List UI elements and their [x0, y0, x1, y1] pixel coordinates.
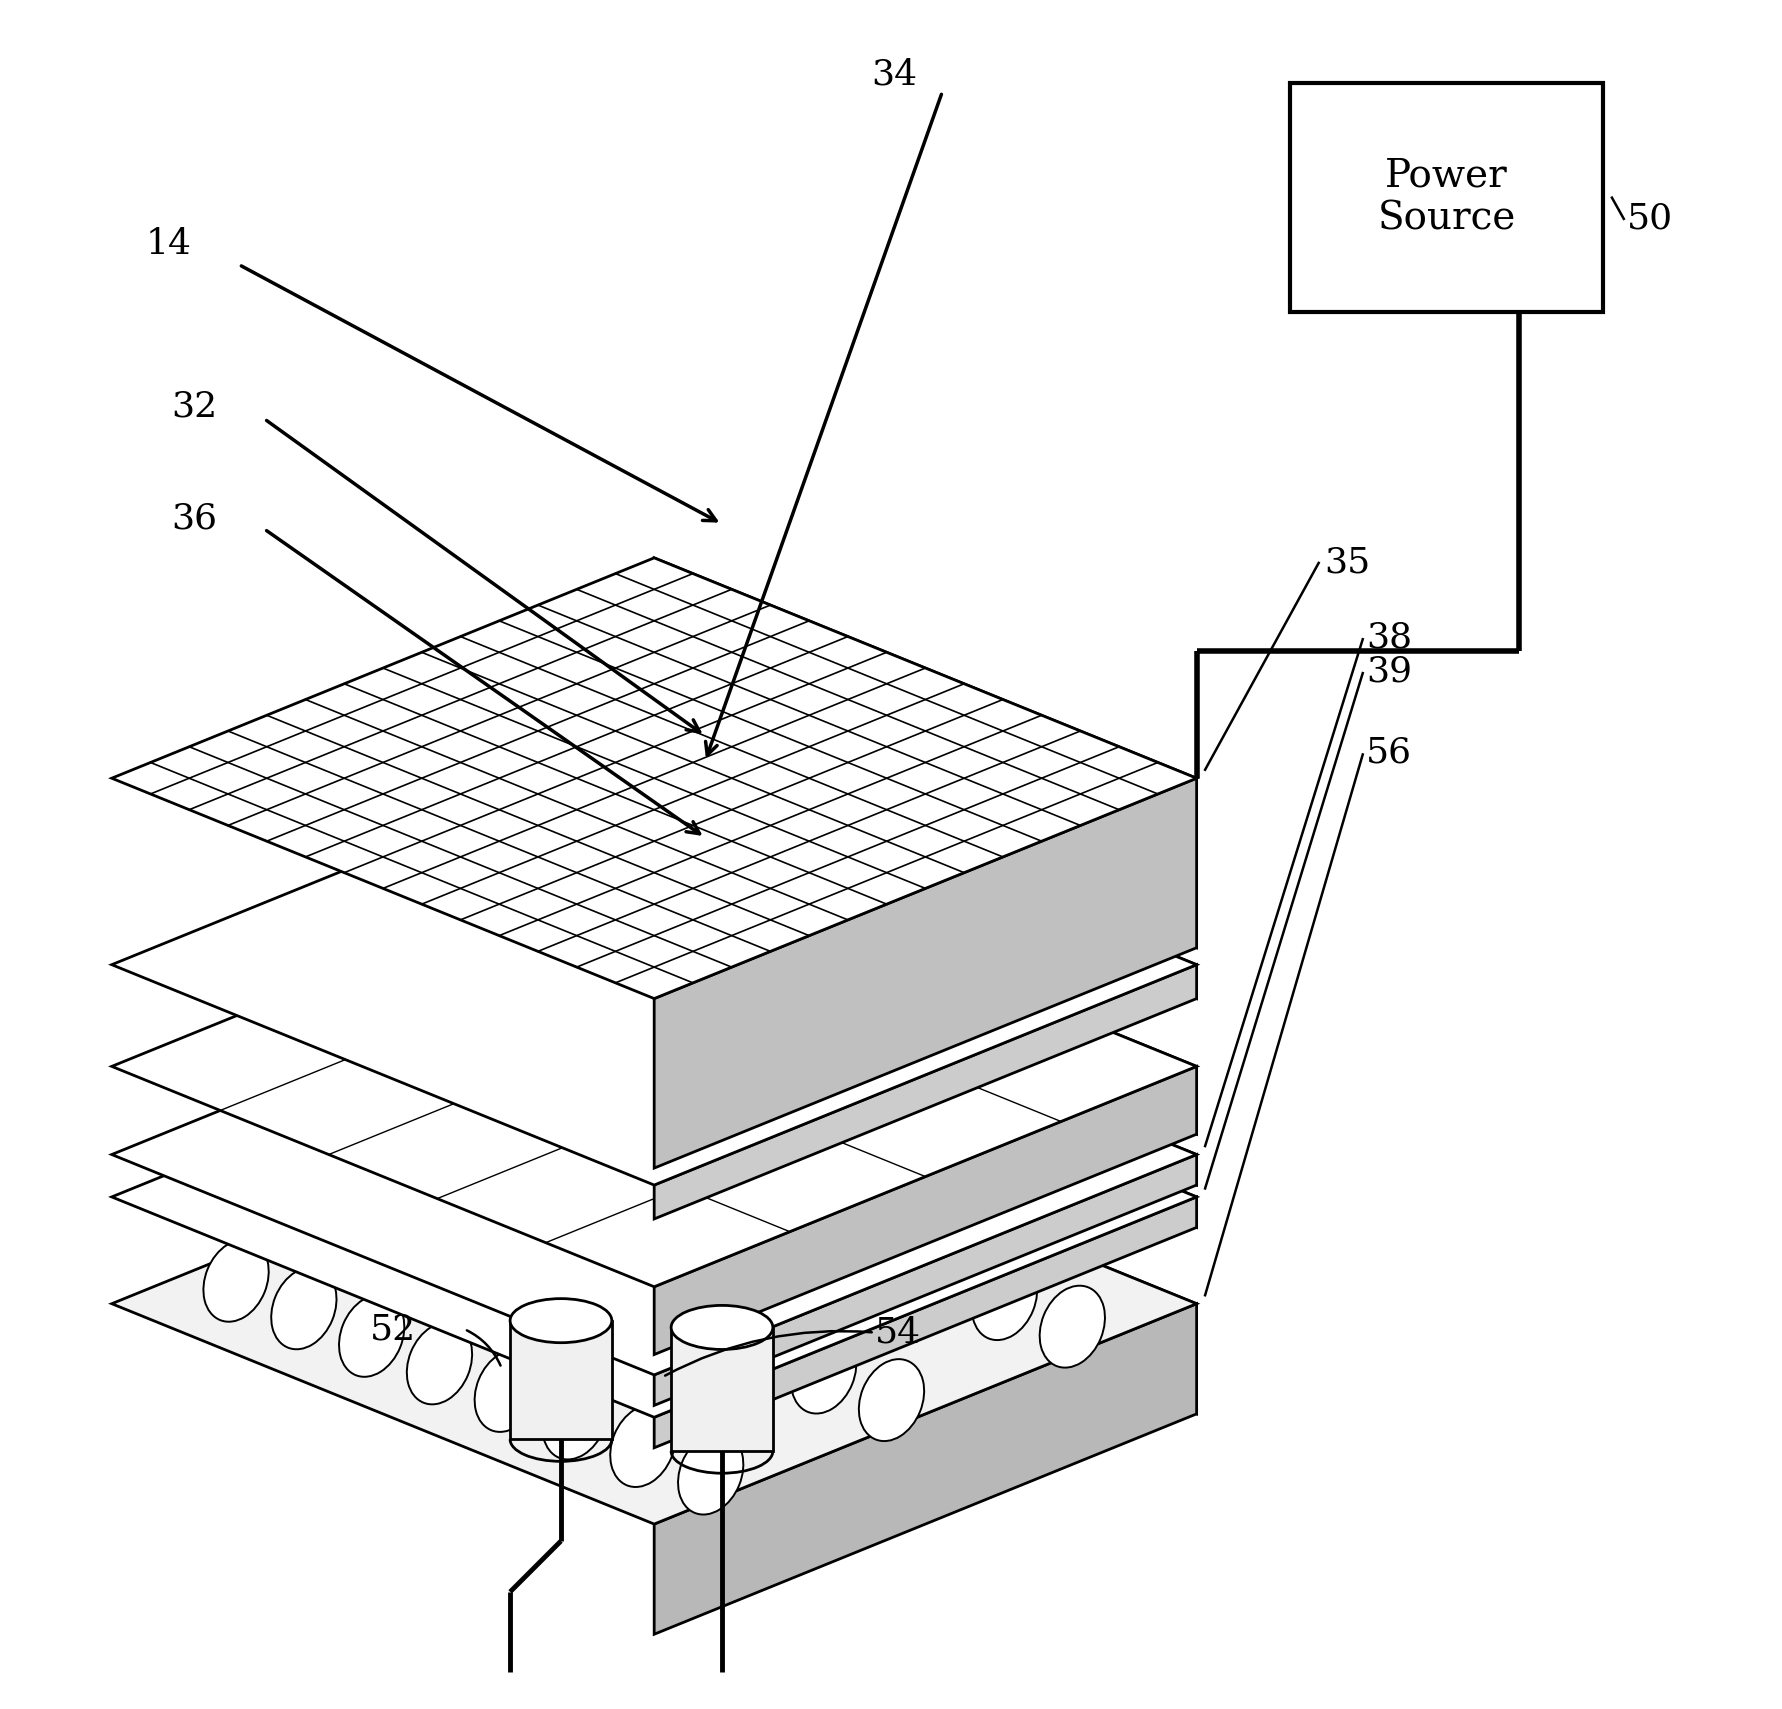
Ellipse shape [453, 1195, 517, 1277]
Ellipse shape [656, 1277, 720, 1359]
Ellipse shape [383, 1166, 449, 1248]
Text: 52: 52 [369, 1313, 415, 1347]
Polygon shape [654, 1066, 1196, 1355]
Polygon shape [112, 935, 1196, 1376]
Ellipse shape [339, 1295, 405, 1377]
Polygon shape [112, 557, 1196, 998]
Ellipse shape [510, 1299, 611, 1343]
Ellipse shape [791, 1331, 855, 1413]
Ellipse shape [609, 1405, 675, 1487]
Polygon shape [654, 1196, 1196, 1448]
Text: 38: 38 [1365, 620, 1411, 655]
Ellipse shape [723, 1304, 788, 1386]
Text: 54: 54 [873, 1316, 920, 1350]
Text: 14: 14 [146, 227, 191, 261]
Polygon shape [112, 745, 1196, 1184]
Text: 56: 56 [1365, 737, 1411, 769]
Ellipse shape [1039, 1285, 1105, 1367]
Polygon shape [654, 846, 1196, 1135]
Ellipse shape [670, 1306, 772, 1350]
Ellipse shape [633, 1121, 699, 1203]
Ellipse shape [474, 1350, 540, 1432]
Polygon shape [112, 1084, 1196, 1524]
Ellipse shape [768, 1176, 834, 1258]
Text: Power
Source: Power Source [1377, 157, 1515, 238]
Polygon shape [654, 745, 1196, 998]
Polygon shape [654, 557, 1196, 948]
Ellipse shape [565, 1092, 631, 1174]
Text: 32: 32 [171, 390, 217, 424]
Polygon shape [654, 1084, 1196, 1413]
Ellipse shape [903, 1230, 969, 1313]
Polygon shape [654, 935, 1196, 1184]
Ellipse shape [677, 1432, 743, 1514]
Text: 50: 50 [1627, 202, 1672, 236]
FancyBboxPatch shape [1288, 84, 1602, 313]
Polygon shape [670, 1328, 772, 1451]
Ellipse shape [520, 1222, 584, 1304]
Text: 35: 35 [1322, 545, 1369, 579]
Ellipse shape [406, 1323, 472, 1405]
Polygon shape [654, 1304, 1196, 1634]
Polygon shape [654, 964, 1196, 1219]
Ellipse shape [542, 1377, 608, 1459]
Polygon shape [654, 976, 1196, 1227]
Ellipse shape [836, 1203, 902, 1285]
Text: 36: 36 [171, 502, 217, 537]
Ellipse shape [971, 1258, 1037, 1340]
Polygon shape [510, 1321, 611, 1439]
Ellipse shape [700, 1148, 766, 1230]
Polygon shape [112, 846, 1196, 1287]
Ellipse shape [588, 1249, 652, 1331]
Ellipse shape [271, 1268, 337, 1350]
Text: 39: 39 [1365, 655, 1411, 689]
Polygon shape [112, 976, 1196, 1417]
Polygon shape [654, 778, 1196, 1167]
Ellipse shape [859, 1359, 923, 1441]
Ellipse shape [203, 1239, 269, 1321]
Text: 34: 34 [871, 58, 916, 92]
Polygon shape [654, 1155, 1196, 1405]
